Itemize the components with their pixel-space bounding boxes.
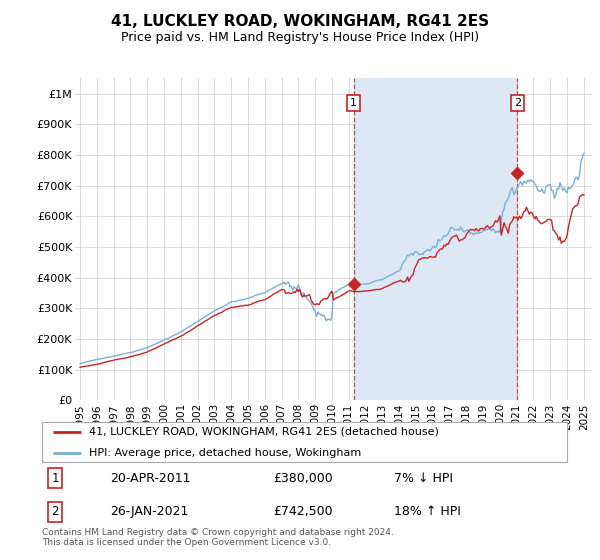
Text: 41, LUCKLEY ROAD, WOKINGHAM, RG41 2ES (detached house): 41, LUCKLEY ROAD, WOKINGHAM, RG41 2ES (d…	[89, 427, 439, 437]
Text: Contains HM Land Registry data © Crown copyright and database right 2024.
This d: Contains HM Land Registry data © Crown c…	[42, 528, 394, 547]
Text: HPI: Average price, detached house, Wokingham: HPI: Average price, detached house, Woki…	[89, 448, 361, 458]
Text: 1: 1	[350, 98, 357, 108]
Text: £742,500: £742,500	[273, 506, 332, 519]
Text: £380,000: £380,000	[273, 472, 333, 484]
Text: 1: 1	[52, 472, 59, 484]
Text: 26-JAN-2021: 26-JAN-2021	[110, 506, 188, 519]
Bar	[353, 78, 517, 400]
Text: 41, LUCKLEY ROAD, WOKINGHAM, RG41 2ES: 41, LUCKLEY ROAD, WOKINGHAM, RG41 2ES	[111, 14, 489, 29]
Text: 7% ↓ HPI: 7% ↓ HPI	[394, 472, 453, 484]
Text: 20-APR-2011: 20-APR-2011	[110, 472, 191, 484]
Text: 18% ↑ HPI: 18% ↑ HPI	[394, 506, 461, 519]
Text: 2: 2	[52, 506, 59, 519]
Text: 2: 2	[514, 98, 521, 108]
Text: Price paid vs. HM Land Registry's House Price Index (HPI): Price paid vs. HM Land Registry's House …	[121, 31, 479, 44]
